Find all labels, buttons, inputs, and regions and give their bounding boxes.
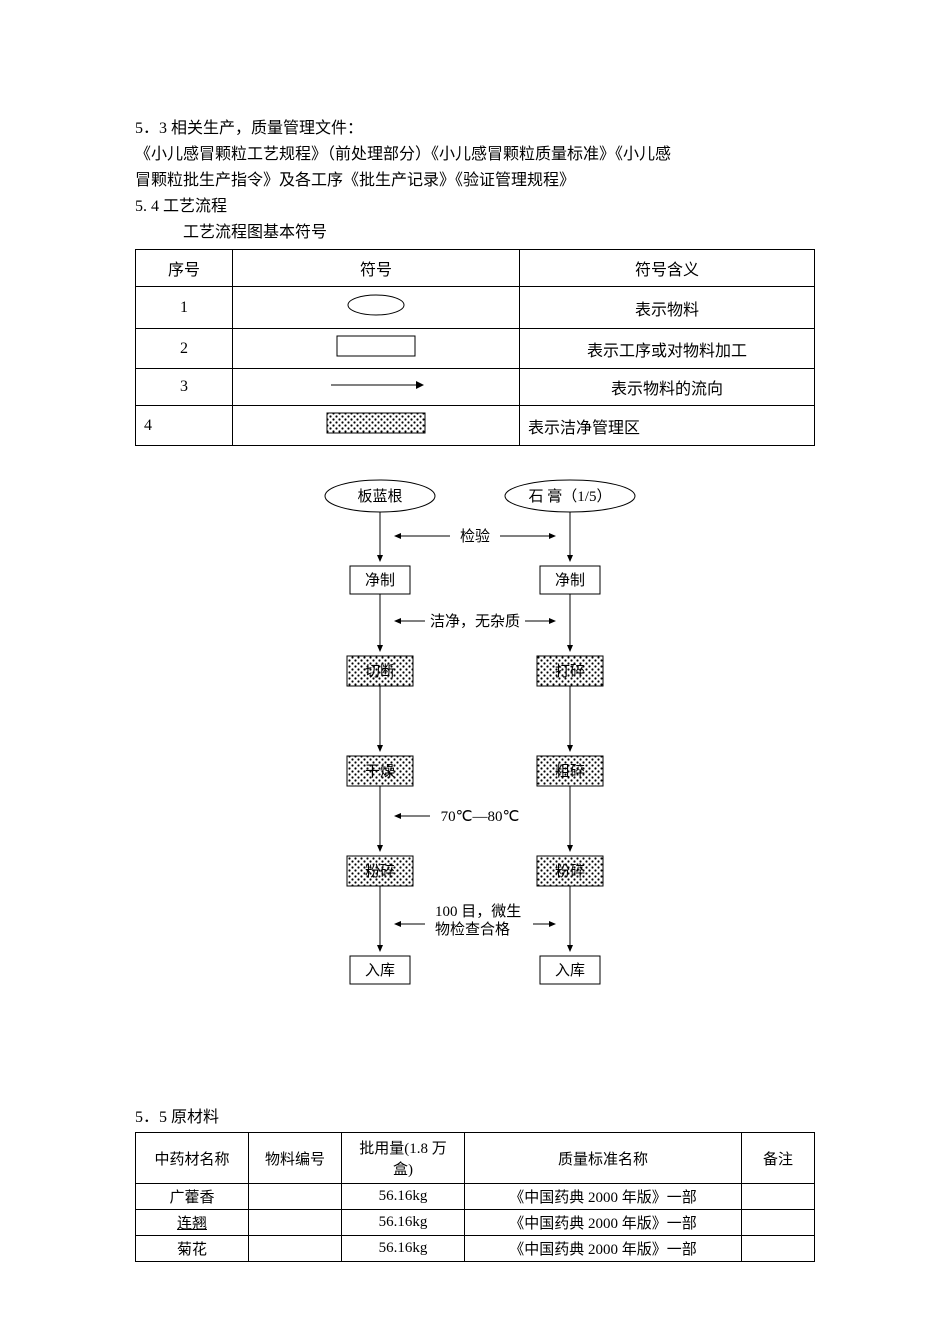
- flowchart: 板蓝根 石 膏（1/5） 检验 净制 净制 洁净，无杂质 切断 打碎 干燥 粗碎…: [285, 476, 665, 1076]
- header-name: 中药材名称: [136, 1133, 249, 1184]
- table-row: 2 表示工序或对物料加工: [136, 329, 815, 369]
- cell-sym: [233, 287, 520, 329]
- node-shigao: 石 膏（1/5）: [529, 488, 612, 505]
- header-amount: 批用量(1.8 万 盒): [342, 1133, 465, 1184]
- node-ruku-right: 入库: [555, 962, 585, 979]
- cell-seq: 4: [136, 406, 233, 446]
- cell-name: 连翘: [136, 1210, 249, 1236]
- node-cusui: 粗碎: [555, 763, 585, 780]
- table-row: 3 表示物料的流向: [136, 369, 815, 406]
- arrow-icon: [326, 377, 426, 393]
- label-temp: 70℃—80℃: [441, 809, 520, 825]
- cell-seq: 2: [136, 329, 233, 369]
- cell-sym: [233, 329, 520, 369]
- label-mesh-2: 物检查合格: [435, 921, 510, 938]
- cell-name: 菊花: [136, 1236, 249, 1262]
- label-jiejing: 洁净，无杂质: [430, 613, 520, 630]
- cell-seq: 1: [136, 287, 233, 329]
- section-5-3-heading: 5．3 相关生产，质量管理文件：: [135, 117, 815, 141]
- label-mesh-1: 100 目，微生: [435, 903, 521, 920]
- cell-std: 《中国药典 2000 年版》一部: [465, 1236, 742, 1262]
- table-row: 1 表示物料: [136, 287, 815, 329]
- cell-meaning: 表示工序或对物料加工: [520, 329, 815, 369]
- cell-code: [249, 1210, 342, 1236]
- cell-note: [742, 1236, 815, 1262]
- label-jianyan: 检验: [460, 528, 490, 545]
- header-seq: 序号: [136, 250, 233, 287]
- header-std: 质量标准名称: [465, 1133, 742, 1184]
- table-row: 菊花 56.16kg 《中国药典 2000 年版》一部: [136, 1236, 815, 1262]
- hatch-rect-icon: [326, 412, 426, 434]
- cell-code: [249, 1184, 342, 1210]
- table-row: 广藿香 56.16kg 《中国药典 2000 年版》一部: [136, 1184, 815, 1210]
- cell-meaning: 表示洁净管理区: [520, 406, 815, 446]
- cell-code: [249, 1236, 342, 1262]
- table-row: 序号 符号 符号含义: [136, 250, 815, 287]
- cell-amount: 56.16kg: [342, 1210, 465, 1236]
- cell-sym: [233, 369, 520, 406]
- cell-sym: [233, 406, 520, 446]
- section-5-3-line1: 《小儿感冒颗粒工艺规程》（前处理部分）《小儿感冒颗粒质量标准》《小儿感: [135, 143, 815, 167]
- section-5-5-heading: 5．5 原材料: [135, 1106, 815, 1130]
- node-qieduan: 切断: [365, 663, 395, 680]
- node-banlangen: 板蓝根: [357, 487, 402, 505]
- ellipse-icon: [346, 293, 406, 317]
- rect-icon: [336, 335, 416, 357]
- node-fensui-left: 粉碎: [365, 863, 395, 880]
- node-jingzhi-left: 净制: [365, 572, 395, 589]
- flowchart-svg: 板蓝根 石 膏（1/5） 检验 净制 净制 洁净，无杂质 切断 打碎 干燥 粗碎…: [285, 476, 665, 1076]
- header-meaning: 符号含义: [520, 250, 815, 287]
- cell-note: [742, 1184, 815, 1210]
- node-ganzao: 干燥: [365, 763, 395, 780]
- node-ruku-left: 入库: [365, 962, 395, 979]
- node-dasui: 打碎: [555, 663, 585, 680]
- cell-meaning: 表示物料的流向: [520, 369, 815, 406]
- cell-name: 广藿香: [136, 1184, 249, 1210]
- symbol-table: 序号 符号 符号含义 1 表示物料 2 表示工序或对物料加工 3 表示物料的流向: [135, 249, 815, 446]
- table-row: 中药材名称 物料编号 批用量(1.8 万 盒) 质量标准名称 备注: [136, 1133, 815, 1184]
- cell-std: 《中国药典 2000 年版》一部: [465, 1210, 742, 1236]
- section-5-3-line2: 冒颗粒批生产指令》及各工序《批生产记录》《验证管理规程》: [135, 169, 815, 193]
- table-row: 4 表示洁净管理区: [136, 406, 815, 446]
- header-sym: 符号: [233, 250, 520, 287]
- node-jingzhi-right: 净制: [555, 572, 585, 589]
- cell-note: [742, 1210, 815, 1236]
- cell-amount: 56.16kg: [342, 1184, 465, 1210]
- materials-table: 中药材名称 物料编号 批用量(1.8 万 盒) 质量标准名称 备注 广藿香 56…: [135, 1132, 815, 1262]
- cell-amount: 56.16kg: [342, 1236, 465, 1262]
- table-row: 连翘 56.16kg 《中国药典 2000 年版》一部: [136, 1210, 815, 1236]
- section-5-4-subheading: 工艺流程图基本符号: [135, 221, 815, 245]
- node-fensui-right: 粉碎: [555, 863, 585, 880]
- cell-std: 《中国药典 2000 年版》一部: [465, 1184, 742, 1210]
- cell-seq: 3: [136, 369, 233, 406]
- cell-meaning: 表示物料: [520, 287, 815, 329]
- section-5-4-heading: 5. 4 工艺流程: [135, 195, 815, 219]
- header-code: 物料编号: [249, 1133, 342, 1184]
- header-note: 备注: [742, 1133, 815, 1184]
